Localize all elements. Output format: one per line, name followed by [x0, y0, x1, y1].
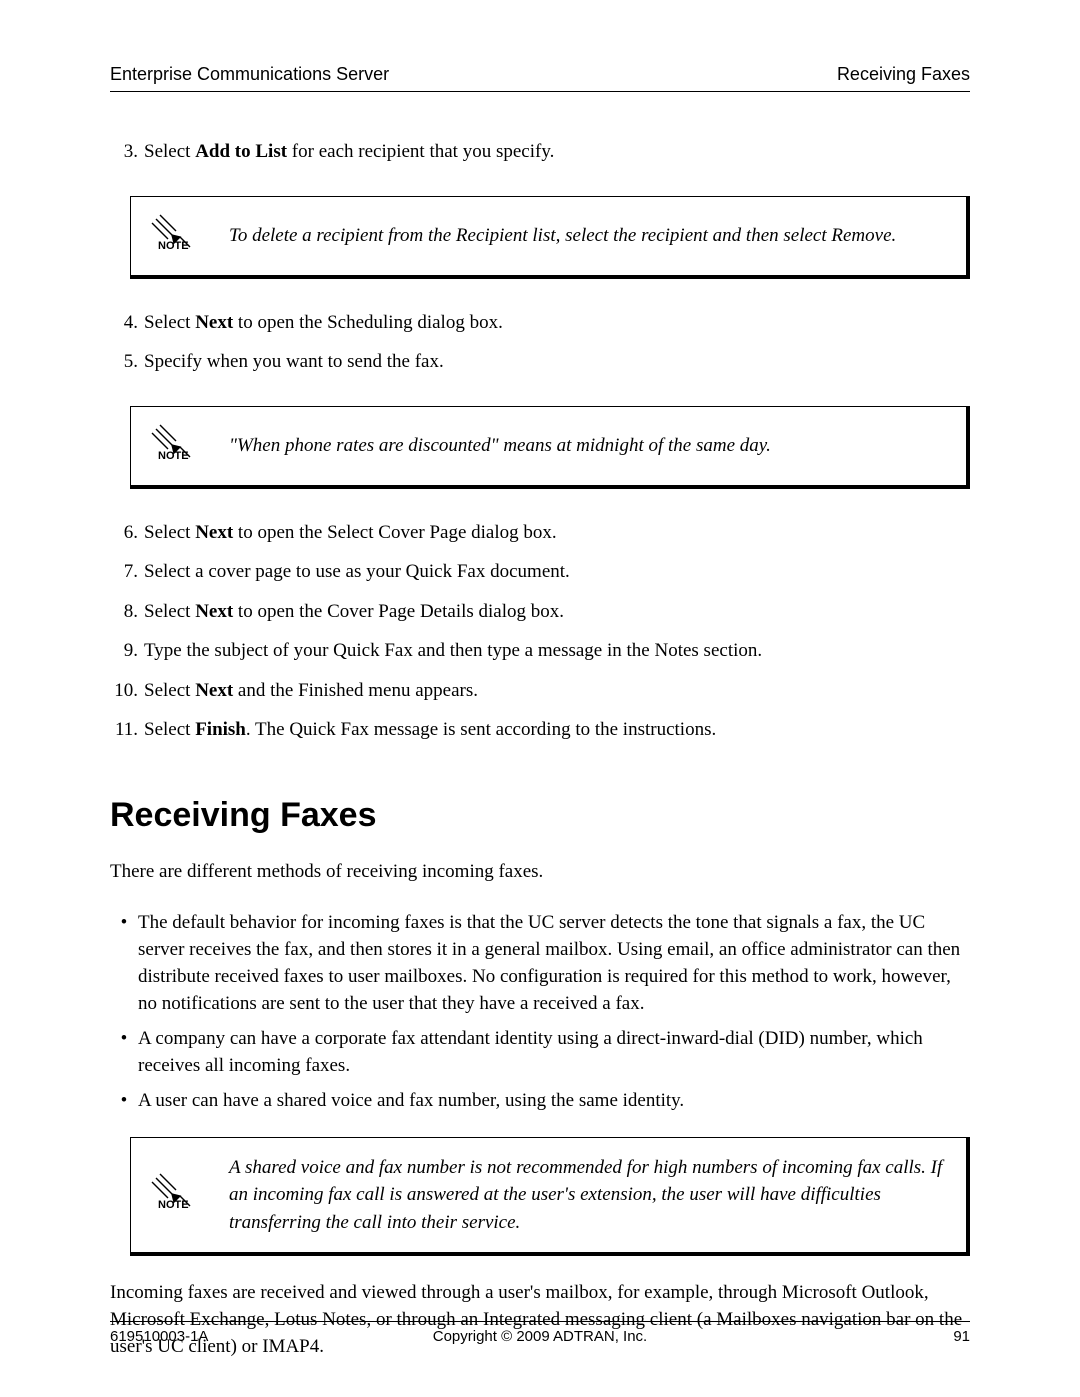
item-text: Select Finish. The Quick Fax message is … — [144, 716, 970, 744]
list-item: • The default behavior for incoming faxe… — [110, 906, 970, 1022]
svg-text:NOTE: NOTE — [158, 1199, 189, 1211]
list-item: 7. Select a cover page to use as your Qu… — [110, 552, 970, 592]
page-footer: 619510003-1A Copyright © 2009 ADTRAN, In… — [110, 1321, 970, 1345]
page-header: Enterprise Communications Server Receivi… — [110, 64, 970, 92]
bullet-dot: • — [110, 910, 138, 937]
intro-paragraph: There are different methods of receiving… — [110, 859, 970, 886]
list-item: 8. Select Next to open the Cover Page De… — [110, 592, 970, 632]
item-number: 4. — [110, 309, 144, 337]
text-post: . The Quick Fax message is sent accordin… — [246, 719, 716, 740]
header-right: Receiving Faxes — [837, 64, 970, 85]
bullet-dot: • — [110, 1026, 138, 1053]
item-number: 9. — [110, 637, 144, 665]
item-text: Select a cover page to use as your Quick… — [144, 558, 970, 586]
note-box: NOTE "When phone rates are discounted" m… — [130, 406, 970, 489]
ordered-list-b: 4. Select Next to open the Scheduling di… — [110, 303, 970, 382]
svg-text:NOTE: NOTE — [158, 450, 189, 462]
item-number: 10. — [110, 677, 144, 705]
footer-doc-id: 619510003-1A — [110, 1328, 208, 1345]
text-post: for each recipient that you specify. — [287, 141, 554, 162]
bullet-dot: • — [110, 1088, 138, 1115]
note-text: "When phone rates are discounted" means … — [229, 432, 771, 460]
list-item: 9. Type the subject of your Quick Fax an… — [110, 631, 970, 671]
item-number: 3. — [110, 138, 144, 166]
text-bold: Add to List — [195, 141, 287, 162]
text-pre: Select — [144, 141, 195, 162]
item-number: 8. — [110, 598, 144, 626]
item-number: 6. — [110, 519, 144, 547]
list-item: • A user can have a shared voice and fax… — [110, 1084, 970, 1119]
item-text: Select Next to open the Cover Page Detai… — [144, 598, 970, 626]
text-pre: Specify when you want to send the fax. — [144, 351, 444, 372]
list-item: 5. Specify when you want to send the fax… — [110, 342, 970, 382]
bullet-text: A company can have a corporate fax atten… — [138, 1026, 970, 1080]
item-text: Select Next to open the Scheduling dialo… — [144, 309, 970, 337]
list-item: 4. Select Next to open the Scheduling di… — [110, 303, 970, 343]
page: Enterprise Communications Server Receivi… — [0, 0, 1080, 1361]
list-item: • A company can have a corporate fax att… — [110, 1022, 970, 1084]
list-item: 6. Select Next to open the Select Cover … — [110, 513, 970, 553]
text-bold: Next — [195, 312, 233, 333]
text-pre: Select — [144, 522, 195, 543]
note-icon: NOTE — [145, 423, 201, 469]
bullet-text: A user can have a shared voice and fax n… — [138, 1088, 970, 1115]
item-number: 5. — [110, 348, 144, 376]
item-text: Specify when you want to send the fax. — [144, 348, 970, 376]
list-item: 3. Select Add to List for each recipient… — [110, 132, 970, 172]
text-bold: Next — [195, 680, 233, 701]
bullet-text: The default behavior for incoming faxes … — [138, 910, 970, 1018]
text-post: to open the Cover Page Details dialog bo… — [233, 601, 564, 622]
section-heading: Receiving Faxes — [110, 796, 970, 835]
text-bold: Next — [195, 601, 233, 622]
ordered-list-a: 3. Select Add to List for each recipient… — [110, 132, 970, 172]
note-box: NOTE To delete a recipient from the Reci… — [130, 196, 970, 279]
text-pre: Select a cover page to use as your Quick… — [144, 561, 570, 582]
text-bold: Finish — [195, 719, 246, 740]
note-icon: NOTE — [145, 1172, 201, 1218]
svg-text:NOTE: NOTE — [158, 240, 189, 252]
item-text: Select Next to open the Select Cover Pag… — [144, 519, 970, 547]
note-box: NOTE A shared voice and fax number is no… — [130, 1137, 970, 1257]
text-pre: Select — [144, 680, 195, 701]
text-pre: Select — [144, 601, 195, 622]
list-item: 11. Select Finish. The Quick Fax message… — [110, 710, 970, 750]
ordered-list-c: 6. Select Next to open the Select Cover … — [110, 513, 970, 750]
bullet-list: • The default behavior for incoming faxe… — [110, 906, 970, 1119]
text-post: and the Finished menu appears. — [233, 680, 478, 701]
footer-page-number: 91 — [953, 1328, 970, 1345]
item-number: 11. — [110, 716, 144, 744]
item-text: Select Next and the Finished menu appear… — [144, 677, 970, 705]
text-pre: Select — [144, 719, 195, 740]
list-item: 10. Select Next and the Finished menu ap… — [110, 671, 970, 711]
text-pre: Select — [144, 312, 195, 333]
item-text: Type the subject of your Quick Fax and t… — [144, 637, 970, 665]
header-left: Enterprise Communications Server — [110, 64, 389, 85]
note-text: A shared voice and fax number is not rec… — [229, 1154, 946, 1237]
footer-copyright: Copyright © 2009 ADTRAN, Inc. — [110, 1328, 970, 1345]
item-number: 7. — [110, 558, 144, 586]
text-pre: Type the subject of your Quick Fax and t… — [144, 640, 762, 661]
note-icon: NOTE — [145, 213, 201, 259]
item-text: Select Add to List for each recipient th… — [144, 138, 970, 166]
text-bold: Next — [195, 522, 233, 543]
text-post: to open the Select Cover Page dialog box… — [233, 522, 556, 543]
note-text: To delete a recipient from the Recipient… — [229, 222, 896, 250]
text-post: to open the Scheduling dialog box. — [233, 312, 503, 333]
